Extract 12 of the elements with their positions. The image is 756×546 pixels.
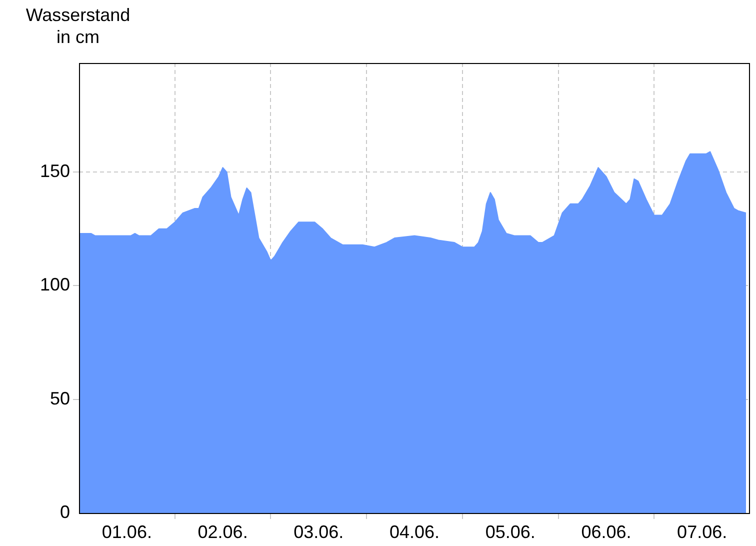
x-tick-label: 04.06. [389,522,440,542]
x-tick-label: 02.06. [198,522,248,542]
x-tick-label: 03.06. [294,522,344,542]
x-tick-label: 01.06. [102,522,152,542]
x-tick-label: 07.06. [677,522,728,542]
x-tick-label: 06.06. [581,522,632,542]
y-axis-title: Wasserstand in cm [24,4,132,48]
y-tick-label: 100 [40,274,70,295]
y-tick-label: 0 [60,502,70,522]
x-tick-label: 05.06. [485,522,536,542]
y-tick-label: 150 [40,161,70,182]
y-tick-label: 50 [50,388,70,408]
